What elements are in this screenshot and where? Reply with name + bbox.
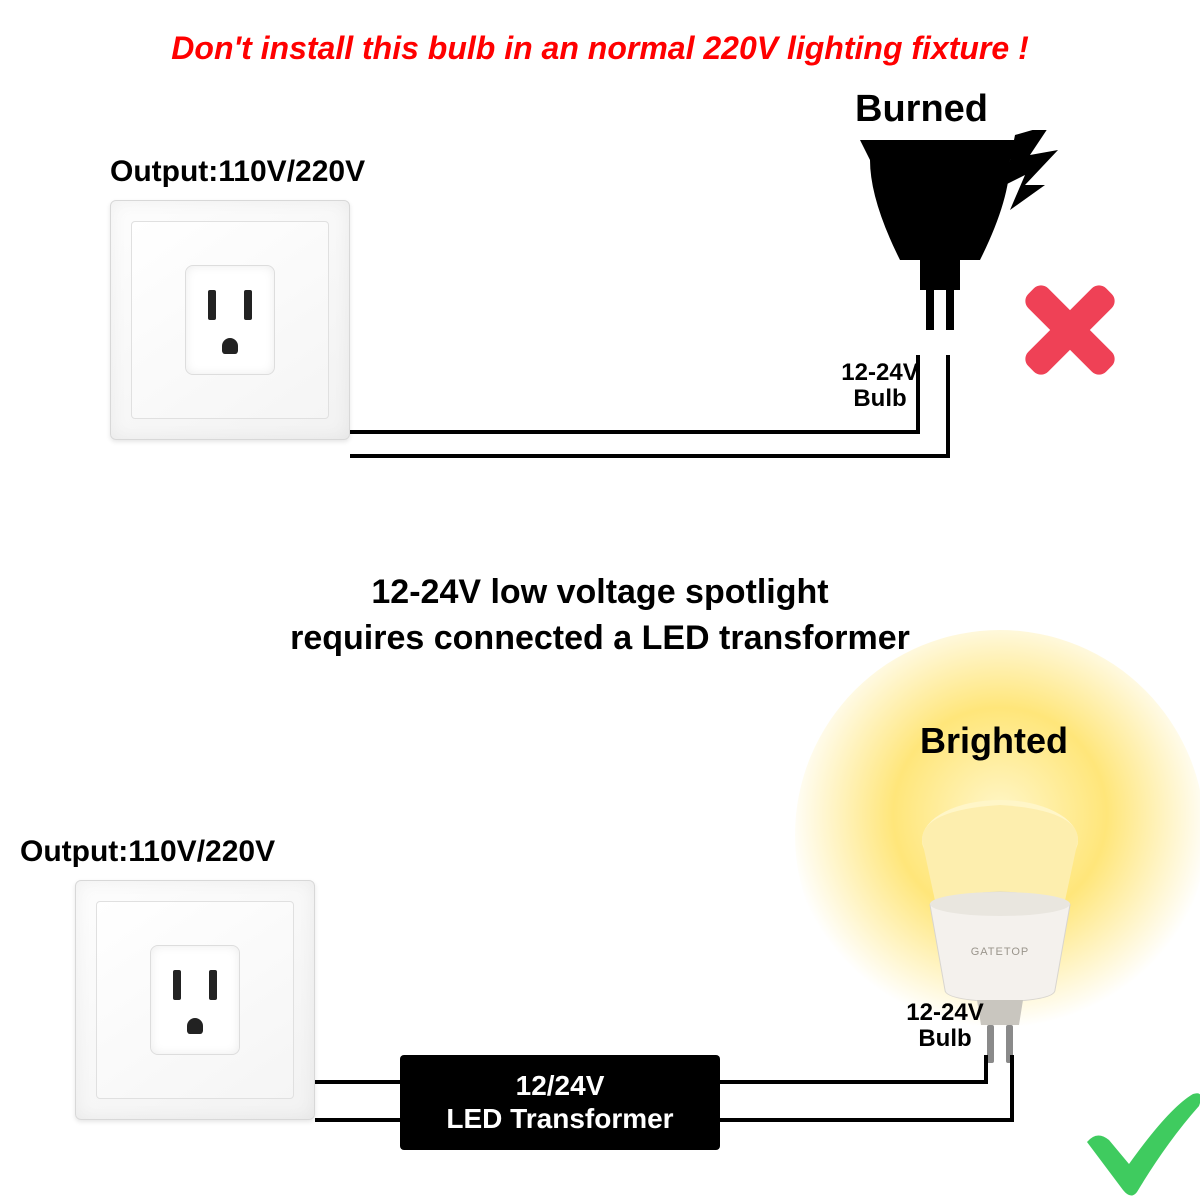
wire bbox=[720, 1118, 1014, 1122]
bulb-voltage-label-bottom: 12-24V Bulb bbox=[906, 1000, 983, 1053]
burned-bulb-icon bbox=[840, 130, 1060, 365]
wire bbox=[984, 1055, 988, 1084]
output-label-top: Output:110V/220V bbox=[110, 155, 365, 189]
socket-icon bbox=[150, 945, 240, 1055]
check-icon bbox=[1075, 1080, 1200, 1200]
wire bbox=[720, 1080, 988, 1084]
burned-label: Burned bbox=[855, 88, 988, 131]
transformer-voltage: 12/24V bbox=[516, 1070, 605, 1102]
warning-text: Don't install this bulb in an normal 220… bbox=[0, 30, 1200, 67]
wall-outlet-bottom bbox=[75, 880, 315, 1120]
svg-text:GATETOP: GATETOP bbox=[971, 946, 1030, 958]
wire bbox=[350, 430, 920, 434]
output-label-bottom: Output:110V/220V bbox=[20, 835, 275, 869]
wire bbox=[315, 1080, 400, 1084]
bulb-voltage-label-top: 12-24V Bulb bbox=[841, 360, 918, 413]
explanation-line1: 12-24V low voltage spotlight bbox=[0, 570, 1200, 616]
socket-icon bbox=[185, 265, 275, 375]
led-transformer: 12/24V LED Transformer bbox=[400, 1055, 720, 1150]
transformer-label: LED Transformer bbox=[446, 1103, 673, 1135]
wire bbox=[1010, 1055, 1014, 1122]
brighted-label: Brighted bbox=[920, 720, 1068, 762]
wire bbox=[946, 355, 950, 458]
explanation-line2: requires connected a LED transformer bbox=[0, 616, 1200, 662]
wall-outlet-top bbox=[110, 200, 350, 440]
explanation-text: 12-24V low voltage spotlight requires co… bbox=[0, 570, 1200, 662]
wire bbox=[350, 454, 950, 458]
wire bbox=[315, 1118, 400, 1122]
